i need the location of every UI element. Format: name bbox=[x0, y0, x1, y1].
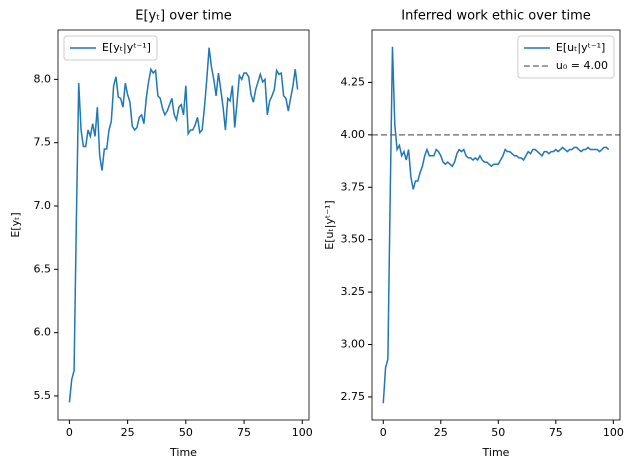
axes-frame bbox=[57, 29, 310, 421]
legend-box bbox=[517, 35, 615, 79]
legend: E[yₜ|yᵗ⁻¹] bbox=[63, 35, 158, 61]
x-tick-label: 75 bbox=[549, 426, 563, 439]
y-tick-label: 6.5 bbox=[34, 262, 52, 275]
axes-frame bbox=[371, 29, 621, 421]
x-axis-label: Time bbox=[482, 446, 510, 459]
legend: E[uₜ|yᵗ⁻¹] u₀ = 4.00 bbox=[517, 35, 615, 79]
x-tick-label: 0 bbox=[66, 426, 73, 439]
x-tick-label: 100 bbox=[603, 426, 624, 439]
y-axis-label: E[yₜ] bbox=[9, 212, 22, 237]
legend-label: E[yₜ|yᵗ⁻¹] bbox=[102, 41, 151, 54]
legend-label: u₀ = 4.00 bbox=[556, 59, 608, 72]
y-tick-label: 3.00 bbox=[341, 338, 366, 351]
x-axis-label: Time bbox=[169, 446, 197, 459]
y-tick-label: 4.25 bbox=[341, 75, 366, 88]
y-tick-label: 3.75 bbox=[341, 180, 366, 193]
y-tick-label: 7.0 bbox=[34, 199, 52, 212]
y-tick-label: 2.75 bbox=[341, 390, 366, 403]
x-tick-label: 100 bbox=[292, 426, 313, 439]
x-tick-label: 50 bbox=[179, 426, 193, 439]
y-tick-label: 7.5 bbox=[34, 136, 52, 149]
y-tick-label: 6.0 bbox=[34, 326, 52, 339]
y-axis-label: E[uₜ|yᵗ⁻¹] bbox=[323, 200, 336, 249]
y-tick-label: 3.25 bbox=[341, 285, 366, 298]
y-tick-label: 8.0 bbox=[34, 72, 52, 85]
data-line bbox=[68, 47, 299, 403]
data-line bbox=[382, 46, 610, 404]
legend-box bbox=[63, 35, 158, 61]
x-tick-label: 50 bbox=[491, 426, 505, 439]
legend-label: E[uₜ|yᵗ⁻¹] bbox=[556, 41, 605, 54]
x-tick-label: 25 bbox=[434, 426, 448, 439]
x-tick-label: 0 bbox=[380, 426, 387, 439]
x-tick-label: 75 bbox=[237, 426, 251, 439]
chart-title: E[yₜ] over time bbox=[135, 9, 232, 24]
y-tick-label: 3.50 bbox=[341, 233, 366, 246]
y-tick-label: 5.5 bbox=[34, 389, 52, 402]
x-tick-label: 25 bbox=[121, 426, 135, 439]
chart-title: Inferred work ethic over time bbox=[401, 9, 591, 24]
y-tick-label: 4.00 bbox=[341, 128, 366, 141]
